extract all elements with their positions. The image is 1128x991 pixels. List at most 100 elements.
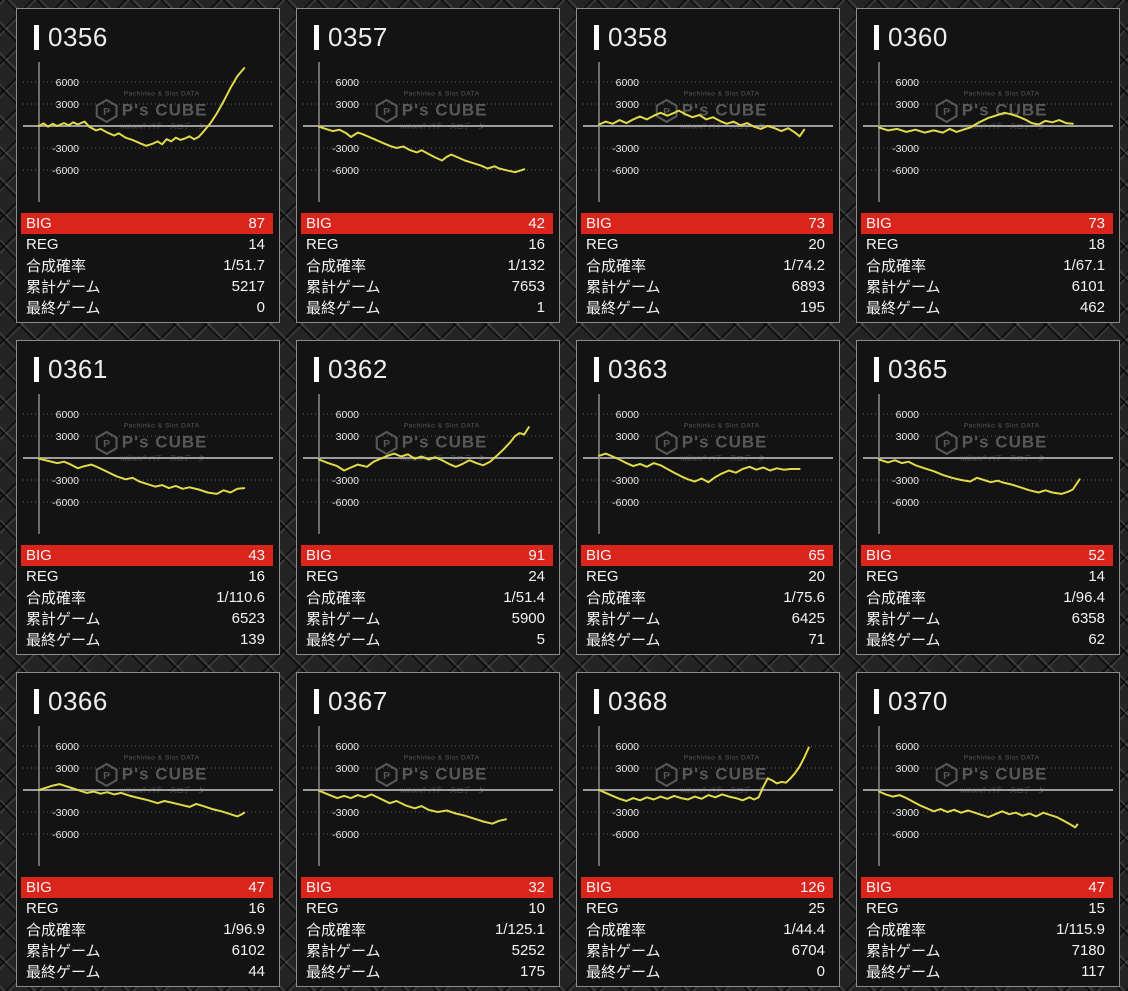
machine-card[interactable]: 0362 Pachinko & Slot DATA P P's CUBE wak… xyxy=(296,340,560,655)
stat-row-big: BIG 91 xyxy=(301,545,553,566)
slump-chart-svg: 6000 3000 -3000 -6000 xyxy=(583,62,833,202)
machine-card[interactable]: 0361 Pachinko & Slot DATA P P's CUBE wak… xyxy=(16,340,280,655)
stat-label-last-game: 最終ゲーム xyxy=(866,300,941,317)
stat-label-big: BIG xyxy=(306,879,332,896)
machine-card[interactable]: 0356 Pachinko & Slot DATA P P's CUBE wak… xyxy=(16,8,280,323)
stat-row-combined-rate: 合成確率 1/51.7 xyxy=(21,255,273,276)
y-tick-plus6000: 6000 xyxy=(616,741,640,753)
stat-row-last-game: 最終ゲーム 139 xyxy=(21,629,273,650)
machine-card[interactable]: 0370 Pachinko & Slot DATA P P's CUBE wak… xyxy=(856,672,1120,987)
stat-label-reg: REG xyxy=(306,900,339,917)
y-tick-minus6000: -6000 xyxy=(332,165,359,177)
slump-line xyxy=(598,452,801,484)
stat-row-combined-rate: 合成確率 1/75.6 xyxy=(581,587,833,608)
machine-number: 0361 xyxy=(48,353,108,384)
machine-card[interactable]: 0365 Pachinko & Slot DATA P P's CUBE wak… xyxy=(856,340,1120,655)
slump-chart-svg: 6000 3000 -3000 -6000 xyxy=(303,726,553,866)
machine-card[interactable]: 0363 Pachinko & Slot DATA P P's CUBE wak… xyxy=(576,340,840,655)
stat-label-reg: REG xyxy=(586,900,619,917)
card-header: 0356 xyxy=(34,22,279,52)
stat-value-reg: 10 xyxy=(528,900,545,917)
ps-cube-logo-icon: P xyxy=(935,430,958,455)
machine-number-marker xyxy=(314,688,319,714)
ps-cube-logo-icon: P xyxy=(95,430,118,455)
y-tick-plus3000: 3000 xyxy=(336,431,360,443)
slump-graph: Pachinko & Slot DATA P P's CUBE wakaru? … xyxy=(577,389,839,539)
stat-label-reg: REG xyxy=(586,568,619,585)
stat-label-last-game: 最終ゲーム xyxy=(306,964,381,981)
stat-row-total-games: 累計ゲーム 6893 xyxy=(581,276,833,297)
y-tick-minus3000: -3000 xyxy=(612,475,639,487)
stat-value-big: 47 xyxy=(1088,879,1105,896)
machine-number: 0363 xyxy=(608,353,668,384)
stat-value-total-games: 5900 xyxy=(511,610,545,627)
stat-value-last-game: 71 xyxy=(808,631,825,648)
svg-text:P: P xyxy=(383,439,390,450)
machine-card[interactable]: 0368 Pachinko & Slot DATA P P's CUBE wak… xyxy=(576,672,840,987)
stat-row-combined-rate: 合成確率 1/74.2 xyxy=(581,255,833,276)
y-tick-minus3000: -3000 xyxy=(52,143,79,155)
slump-chart-svg: 6000 3000 -3000 -6000 xyxy=(23,62,273,202)
slump-chart-svg: 6000 3000 -3000 -6000 xyxy=(23,394,273,534)
y-tick-plus6000: 6000 xyxy=(896,409,920,421)
stat-value-total-games: 7180 xyxy=(1071,942,1105,959)
stat-value-combined-rate: 1/96.4 xyxy=(1063,589,1105,606)
machine-number: 0366 xyxy=(48,685,108,716)
stats-table: BIG 126 REG 25 合成確率 1/44.4 累計ゲーム 6704 最終… xyxy=(581,877,833,982)
watermark-subtitle: Pachinko & Slot DATA xyxy=(403,754,480,762)
slump-line xyxy=(598,109,806,138)
stat-label-total-games: 累計ゲーム xyxy=(586,279,661,296)
machine-number: 0365 xyxy=(888,353,948,384)
machine-card[interactable]: 0366 Pachinko & Slot DATA P P's CUBE wak… xyxy=(16,672,280,987)
stat-value-total-games: 6523 xyxy=(231,610,265,627)
y-tick-plus6000: 6000 xyxy=(56,741,80,753)
stat-label-combined-rate: 合成確率 xyxy=(866,922,927,939)
stat-value-last-game: 175 xyxy=(519,963,545,980)
stat-row-big: BIG 32 xyxy=(301,877,553,898)
stat-row-big: BIG 73 xyxy=(581,213,833,234)
slump-chart-svg: 6000 3000 -3000 -6000 xyxy=(583,394,833,534)
card-header: 0358 xyxy=(594,22,839,52)
stat-row-combined-rate: 合成確率 1/96.9 xyxy=(21,919,273,940)
y-tick-plus6000: 6000 xyxy=(896,77,920,89)
stat-row-last-game: 最終ゲーム 462 xyxy=(861,297,1113,318)
stat-value-combined-rate: 1/44.4 xyxy=(783,921,825,938)
svg-text:P: P xyxy=(943,107,950,118)
stat-row-big: BIG 47 xyxy=(861,877,1113,898)
stat-label-total-games: 累計ゲーム xyxy=(866,943,941,960)
watermark-subtitle: Pachinko & Slot DATA xyxy=(683,754,760,762)
stat-row-combined-rate: 合成確率 1/115.9 xyxy=(861,919,1113,940)
slump-graph: Pachinko & Slot DATA P P's CUBE wakaru? … xyxy=(17,57,279,207)
stat-value-big: 43 xyxy=(248,547,265,564)
y-tick-minus6000: -6000 xyxy=(52,165,79,177)
stat-row-big: BIG 52 xyxy=(861,545,1113,566)
slump-line xyxy=(318,426,530,472)
stat-row-reg: REG 18 xyxy=(861,234,1113,255)
slump-line xyxy=(38,67,246,147)
stat-value-total-games: 7653 xyxy=(511,278,545,295)
watermark-subtitle: Pachinko & Slot DATA xyxy=(683,422,760,430)
stats-table: BIG 42 REG 16 合成確率 1/132 累計ゲーム 7653 最終ゲー… xyxy=(301,213,553,318)
y-tick-minus3000: -3000 xyxy=(52,807,79,819)
stat-label-last-game: 最終ゲーム xyxy=(306,300,381,317)
slump-line xyxy=(878,790,1079,829)
stat-row-reg: REG 14 xyxy=(21,234,273,255)
machine-number: 0367 xyxy=(328,685,388,716)
stat-value-total-games: 6101 xyxy=(1071,278,1105,295)
machine-card[interactable]: 0358 Pachinko & Slot DATA P P's CUBE wak… xyxy=(576,8,840,323)
y-tick-minus6000: -6000 xyxy=(612,829,639,841)
svg-text:P: P xyxy=(103,439,110,450)
machine-card[interactable]: 0360 Pachinko & Slot DATA P P's CUBE wak… xyxy=(856,8,1120,323)
stat-label-combined-rate: 合成確率 xyxy=(866,590,927,607)
stat-label-big: BIG xyxy=(586,547,612,564)
stat-value-total-games: 6102 xyxy=(231,942,265,959)
slump-chart-svg: 6000 3000 -3000 -6000 xyxy=(863,394,1113,534)
machine-card[interactable]: 0367 Pachinko & Slot DATA P P's CUBE wak… xyxy=(296,672,560,987)
machine-card[interactable]: 0357 Pachinko & Slot DATA P P's CUBE wak… xyxy=(296,8,560,323)
stat-value-reg: 16 xyxy=(248,900,265,917)
stat-label-big: BIG xyxy=(586,879,612,896)
machine-number-marker xyxy=(594,24,599,50)
watermark-subtitle: Pachinko & Slot DATA xyxy=(403,90,480,98)
slump-chart-svg: 6000 3000 -3000 -6000 xyxy=(303,62,553,202)
stat-value-reg: 18 xyxy=(1088,236,1105,253)
